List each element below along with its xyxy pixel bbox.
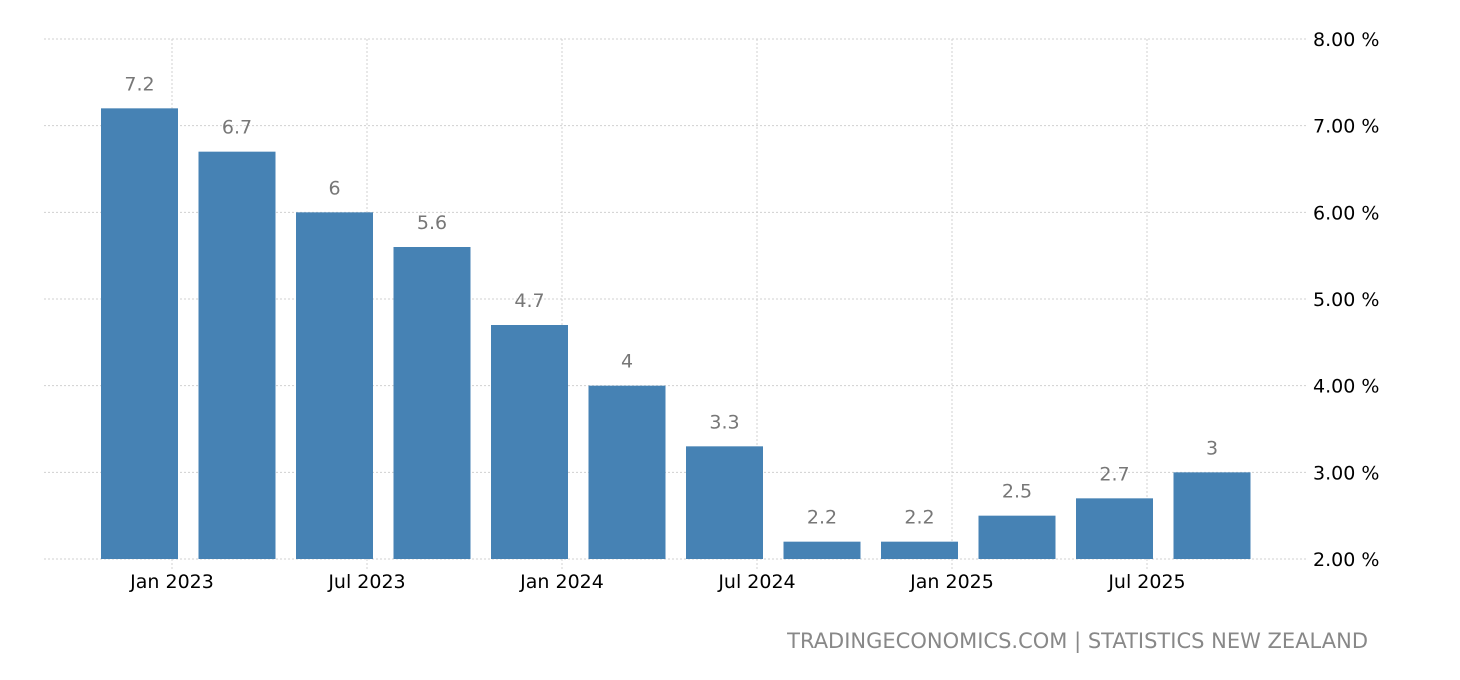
data-label: 2.5 bbox=[1002, 481, 1032, 503]
data-label: 3 bbox=[1206, 437, 1218, 459]
bar bbox=[978, 515, 1056, 559]
x-tick-label: Jul 2024 bbox=[717, 571, 795, 593]
bar bbox=[296, 212, 373, 560]
bar bbox=[686, 446, 763, 559]
bar bbox=[101, 108, 178, 559]
x-tick-label: Jan 2025 bbox=[909, 571, 994, 593]
data-label: 3.3 bbox=[709, 411, 739, 433]
x-tick-label: Jan 2024 bbox=[519, 571, 604, 593]
bar bbox=[881, 541, 958, 559]
bar bbox=[393, 247, 471, 559]
y-tick-label: 4.00 % bbox=[1313, 376, 1379, 398]
bar bbox=[491, 325, 568, 559]
data-label: 4 bbox=[621, 351, 633, 373]
data-label: 2.2 bbox=[904, 507, 934, 529]
y-tick-label: 3.00 % bbox=[1313, 462, 1379, 484]
x-tick-label: Jul 2025 bbox=[1107, 571, 1185, 593]
bar bbox=[198, 151, 276, 559]
bar bbox=[588, 385, 666, 559]
data-label: 7.2 bbox=[124, 73, 154, 95]
y-tick-label: 6.00 % bbox=[1313, 202, 1379, 224]
source-credit: TRADINGECONOMICS.COM | STATISTICS NEW ZE… bbox=[787, 629, 1368, 653]
data-label: 2.2 bbox=[807, 507, 837, 529]
y-tick-label: 5.00 % bbox=[1313, 289, 1379, 311]
bar bbox=[1173, 472, 1251, 559]
data-label: 6.7 bbox=[222, 117, 252, 139]
y-tick-label: 8.00 % bbox=[1313, 29, 1379, 51]
data-label: 5.6 bbox=[417, 212, 447, 234]
data-label: 4.7 bbox=[514, 290, 544, 312]
data-label: 6 bbox=[328, 177, 340, 199]
data-label: 2.7 bbox=[1099, 463, 1129, 485]
bar bbox=[1076, 498, 1153, 559]
x-tick-label: Jul 2023 bbox=[327, 571, 405, 593]
y-tick-label: 7.00 % bbox=[1313, 116, 1379, 138]
y-tick-label: 2.00 % bbox=[1313, 549, 1379, 571]
bar bbox=[783, 541, 861, 559]
x-tick-label: Jan 2023 bbox=[129, 571, 214, 593]
